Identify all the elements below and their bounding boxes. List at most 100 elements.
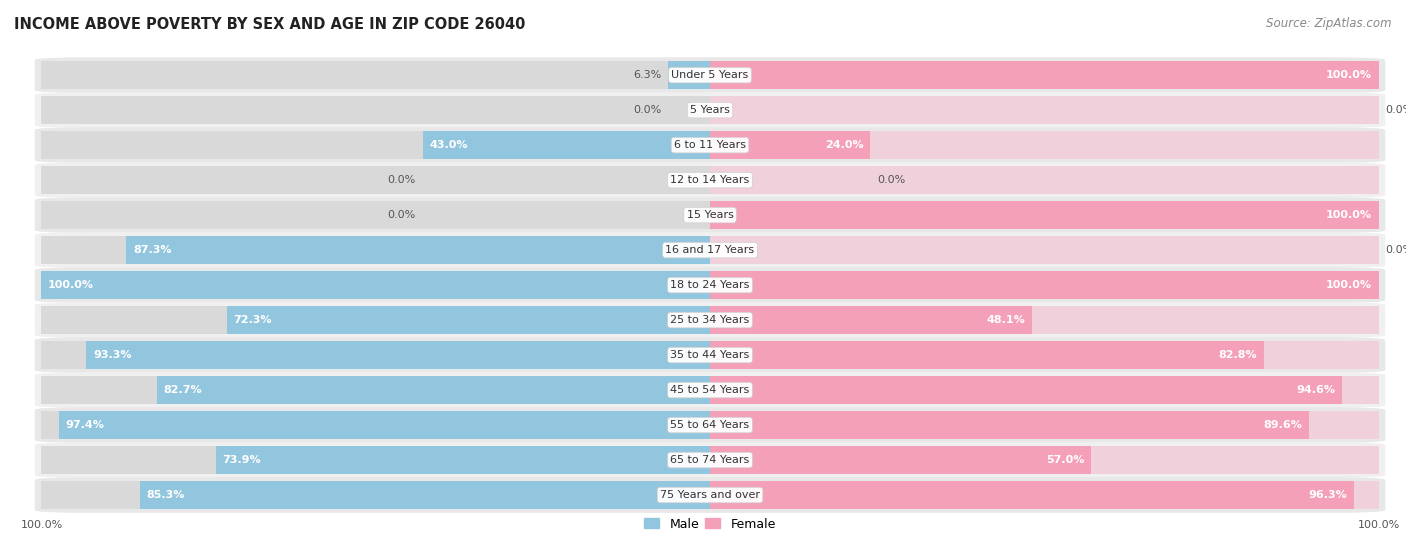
Legend: Male, Female: Male, Female [640,513,780,536]
Bar [710,201,1378,229]
Text: 0.0%: 0.0% [1385,105,1406,115]
Bar [42,481,710,509]
Bar [42,271,710,300]
Bar [710,271,1378,300]
Bar [42,96,710,125]
Text: 0.0%: 0.0% [388,210,416,220]
Bar [710,446,1091,475]
Text: 93.3%: 93.3% [93,350,132,360]
Bar [42,236,710,264]
Text: 45 to 54 Years: 45 to 54 Years [671,385,749,395]
FancyBboxPatch shape [35,197,1385,233]
Text: 43.0%: 43.0% [429,140,468,150]
Text: 97.4%: 97.4% [66,420,104,430]
Text: 82.7%: 82.7% [165,385,202,395]
Bar [42,271,710,300]
Text: 65 to 74 Years: 65 to 74 Years [671,455,749,465]
Text: 72.3%: 72.3% [233,315,271,325]
Bar [710,341,1264,369]
Text: 0.0%: 0.0% [877,175,905,185]
FancyBboxPatch shape [35,58,1385,93]
Bar [710,61,1378,89]
Text: 25 to 34 Years: 25 to 34 Years [671,315,749,325]
Text: 55 to 64 Years: 55 to 64 Years [671,420,749,430]
Text: 5 Years: 5 Years [690,105,730,115]
Bar [157,376,710,404]
Text: 100.0%: 100.0% [1326,280,1372,290]
Text: INCOME ABOVE POVERTY BY SEX AND AGE IN ZIP CODE 26040: INCOME ABOVE POVERTY BY SEX AND AGE IN Z… [14,17,526,32]
Bar [710,236,1378,264]
FancyBboxPatch shape [35,267,1385,303]
Text: 0.0%: 0.0% [633,105,661,115]
Bar [710,131,870,159]
Bar [42,131,710,159]
FancyBboxPatch shape [35,442,1385,478]
Bar [59,411,710,439]
Bar [42,376,710,404]
FancyBboxPatch shape [35,372,1385,408]
Text: 100.0%: 100.0% [48,280,94,290]
Bar [710,96,1378,125]
Bar [710,341,1378,369]
Text: 0.0%: 0.0% [388,175,416,185]
Bar [710,201,1378,229]
Bar [423,131,710,159]
Text: 75 Years and over: 75 Years and over [659,490,761,500]
Text: 48.1%: 48.1% [986,315,1025,325]
Text: Under 5 Years: Under 5 Years [672,70,748,80]
Bar [710,131,1378,159]
Bar [668,61,710,89]
Bar [710,376,1343,404]
Bar [710,271,1378,300]
Text: 16 and 17 Years: 16 and 17 Years [665,245,755,255]
FancyBboxPatch shape [35,92,1385,128]
Bar [710,411,1309,439]
Text: 100.0%: 100.0% [1326,210,1372,220]
Text: 73.9%: 73.9% [222,455,262,465]
Bar [86,341,710,369]
Text: 12 to 14 Years: 12 to 14 Years [671,175,749,185]
Bar [226,306,710,334]
Bar [710,481,1378,509]
Text: Source: ZipAtlas.com: Source: ZipAtlas.com [1267,17,1392,30]
Bar [710,446,1378,475]
Bar [710,61,1378,89]
Bar [42,61,710,89]
Text: 96.3%: 96.3% [1309,490,1347,500]
Bar [710,376,1378,404]
Text: 6 to 11 Years: 6 to 11 Years [673,140,747,150]
Text: 18 to 24 Years: 18 to 24 Years [671,280,749,290]
Text: 0.0%: 0.0% [1385,245,1406,255]
Text: 89.6%: 89.6% [1264,420,1302,430]
Bar [217,446,710,475]
Text: 100.0%: 100.0% [1326,70,1372,80]
Bar [710,306,1378,334]
Bar [42,446,710,475]
Text: 15 Years: 15 Years [686,210,734,220]
FancyBboxPatch shape [35,127,1385,163]
Bar [710,481,1354,509]
FancyBboxPatch shape [35,162,1385,198]
FancyBboxPatch shape [35,477,1385,513]
Text: 94.6%: 94.6% [1296,385,1336,395]
Text: 85.3%: 85.3% [146,490,184,500]
Bar [42,201,710,229]
Text: 57.0%: 57.0% [1046,455,1084,465]
Text: 87.3%: 87.3% [134,245,172,255]
Text: 24.0%: 24.0% [825,140,863,150]
Bar [42,166,710,195]
Bar [710,166,1378,195]
Bar [42,411,710,439]
Text: 35 to 44 Years: 35 to 44 Years [671,350,749,360]
Bar [710,306,1032,334]
Bar [42,341,710,369]
Text: 6.3%: 6.3% [633,70,661,80]
FancyBboxPatch shape [35,232,1385,268]
Bar [127,236,710,264]
FancyBboxPatch shape [35,302,1385,338]
FancyBboxPatch shape [35,407,1385,443]
Bar [710,411,1378,439]
Bar [42,306,710,334]
FancyBboxPatch shape [35,337,1385,373]
Bar [139,481,710,509]
